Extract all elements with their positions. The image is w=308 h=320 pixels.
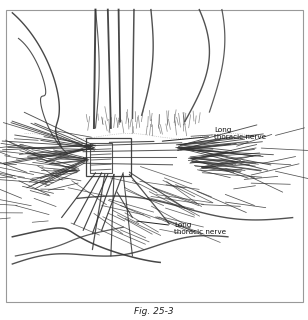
Text: Long
thoracic nerve: Long thoracic nerve: [137, 221, 226, 235]
Text: Fig. 25-3: Fig. 25-3: [134, 307, 174, 316]
Text: Long
thoracic nerve: Long thoracic nerve: [162, 127, 266, 141]
